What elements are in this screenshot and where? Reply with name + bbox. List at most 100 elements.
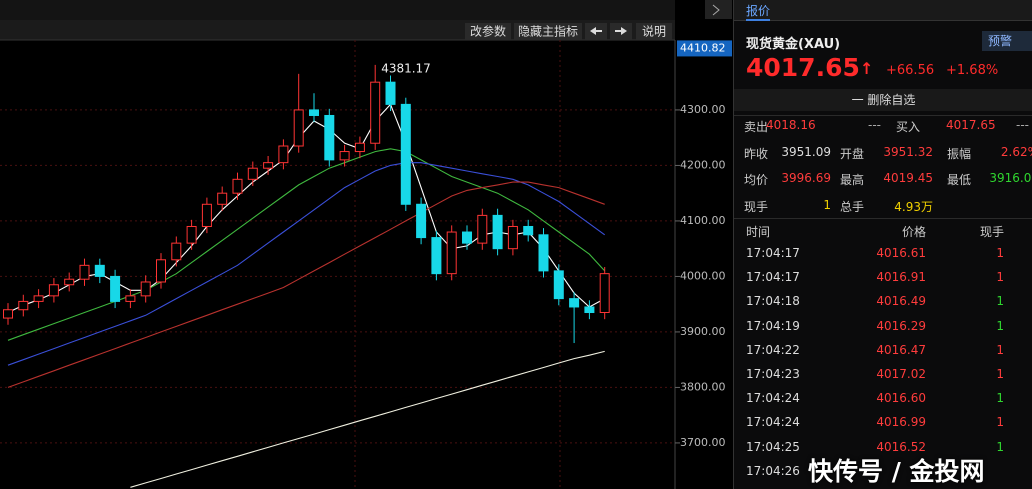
candle-body — [217, 192, 228, 205]
stat-value: 4.93万 — [894, 199, 933, 214]
candle-body — [247, 167, 258, 180]
arrow-left-icon — [590, 27, 602, 35]
alert-button[interactable]: 预警 — [982, 31, 1032, 51]
candle-body — [538, 234, 549, 272]
candle-body — [569, 298, 580, 308]
tick-time: 17:04:17 — [746, 246, 800, 260]
moving-average — [7, 162, 606, 366]
candle-body — [140, 281, 151, 297]
stat-label: 开盘 — [840, 146, 865, 161]
divider — [734, 115, 1032, 116]
tick-time: 17:04:17 — [746, 270, 800, 285]
stat-label: 最低 — [947, 173, 972, 187]
candle-body — [79, 264, 90, 280]
tick-time: 17:04:22 — [746, 342, 800, 357]
button-bg[interactable] — [514, 23, 582, 40]
candle-body — [171, 242, 182, 261]
tick-price: 4016.47 — [876, 342, 926, 357]
tick-volume: 1 — [996, 415, 1004, 430]
candle-body — [3, 309, 13, 319]
candle-body — [492, 214, 503, 250]
stat-label: 振幅 — [947, 146, 972, 161]
candle-body — [48, 284, 59, 297]
candle-body — [18, 300, 29, 311]
watermark: 快传号 / 金投网 — [808, 457, 985, 486]
candle-body — [370, 81, 381, 144]
y-tick-label: 4200.00 — [680, 158, 726, 171]
tick-volume: 1 — [996, 342, 1004, 357]
candle-body — [431, 237, 442, 275]
tick-volume: 1 — [996, 270, 1004, 285]
quote-panel: 报价 现货黄金(XAU) 预警 4017.65 ↑ +66.56 +1.68% … — [733, 0, 1032, 489]
candle-body — [324, 114, 335, 161]
candle-body — [110, 275, 121, 302]
tab[interactable]: 报价 — [746, 2, 771, 21]
tab-bar — [734, 0, 1032, 21]
chart: 改参数 隐藏主指标 说明 4300.00 4200.00 4100.00 4000.0… — [0, 0, 732, 489]
tick-price: 4016.49 — [876, 294, 926, 309]
tick-price: 4016.91 — [876, 270, 926, 285]
tick-volume: 1 — [996, 318, 1004, 333]
stat-label: 最高 — [840, 173, 865, 187]
candle-body — [125, 295, 136, 302]
candle-body — [400, 103, 411, 205]
moving-average — [130, 350, 605, 488]
candle-body — [416, 203, 427, 239]
candle-body — [278, 145, 289, 164]
candle-body — [507, 225, 518, 250]
candle-body — [477, 214, 488, 244]
toolbar-button[interactable]: 改参数 — [470, 24, 506, 39]
y-tick-label: 3700.00 — [680, 436, 726, 449]
stat-value: 3951.32 — [883, 144, 933, 159]
toolbar-button[interactable]: 隐藏主指标 — [518, 24, 578, 39]
tick-time: 17:04:19 — [746, 318, 800, 333]
toolbar-buttons: 改参数 隐藏主指标 说明 — [465, 23, 672, 40]
tick-time: 17:04:26 — [746, 463, 800, 478]
max-label: 4381.17 — [381, 61, 431, 75]
stat-label: --- — [868, 118, 881, 132]
tick-volume: 1 — [996, 246, 1004, 260]
candle-body — [462, 231, 472, 244]
candle-body — [339, 151, 350, 161]
tick-time: 17:04:24 — [746, 391, 800, 406]
candle-body — [599, 273, 610, 314]
last-price: 4017.65 — [746, 53, 860, 82]
stat-value: 4019.45 — [883, 171, 933, 185]
moving-average — [7, 148, 606, 341]
candle-body — [309, 109, 319, 116]
tick-price: 4017.02 — [876, 367, 926, 381]
button-bg[interactable] — [636, 23, 672, 40]
collapse-icon — [712, 4, 720, 16]
candle-body — [263, 162, 274, 169]
tick-time: 17:04:18 — [746, 294, 800, 309]
candle-body — [94, 264, 105, 277]
instrument-name: 现货黄金(XAU) — [746, 37, 841, 52]
tick-price: 4016.60 — [876, 391, 926, 406]
candle-body — [553, 270, 564, 300]
candle-body — [385, 81, 396, 105]
tick-time: 17:04:25 — [746, 439, 800, 454]
candle-body — [584, 306, 595, 314]
remove-favorite[interactable]: 一 删除自选 — [734, 89, 1032, 111]
button-bg[interactable] — [465, 23, 511, 40]
stat-value: 3951.09 — [781, 144, 831, 159]
tick-header: 时间 — [746, 225, 771, 239]
alert-label: 预警 — [988, 34, 1013, 48]
up-arrow: ↑ — [860, 59, 874, 78]
stat-value: 1 — [823, 197, 831, 212]
price-tag: 4410.82 — [680, 41, 726, 54]
stat-value: 3996.69 — [781, 171, 831, 185]
candle-body — [446, 231, 457, 275]
arrow-right-icon — [615, 27, 627, 35]
tick-volume: 1 — [996, 367, 1004, 381]
y-tick-label: 3800.00 — [680, 380, 726, 393]
candle-body — [64, 278, 75, 286]
candle-body — [156, 259, 166, 283]
toolbar-button[interactable]: 说明 — [642, 24, 666, 39]
stat-label: 昨收 — [744, 146, 769, 161]
stat-value: 2.62% — [1000, 144, 1032, 159]
stat-value: --- — [1016, 118, 1029, 132]
stat-label: 现手 — [744, 199, 769, 214]
toolbar — [0, 0, 675, 20]
stat-label: 均价 — [744, 173, 769, 187]
